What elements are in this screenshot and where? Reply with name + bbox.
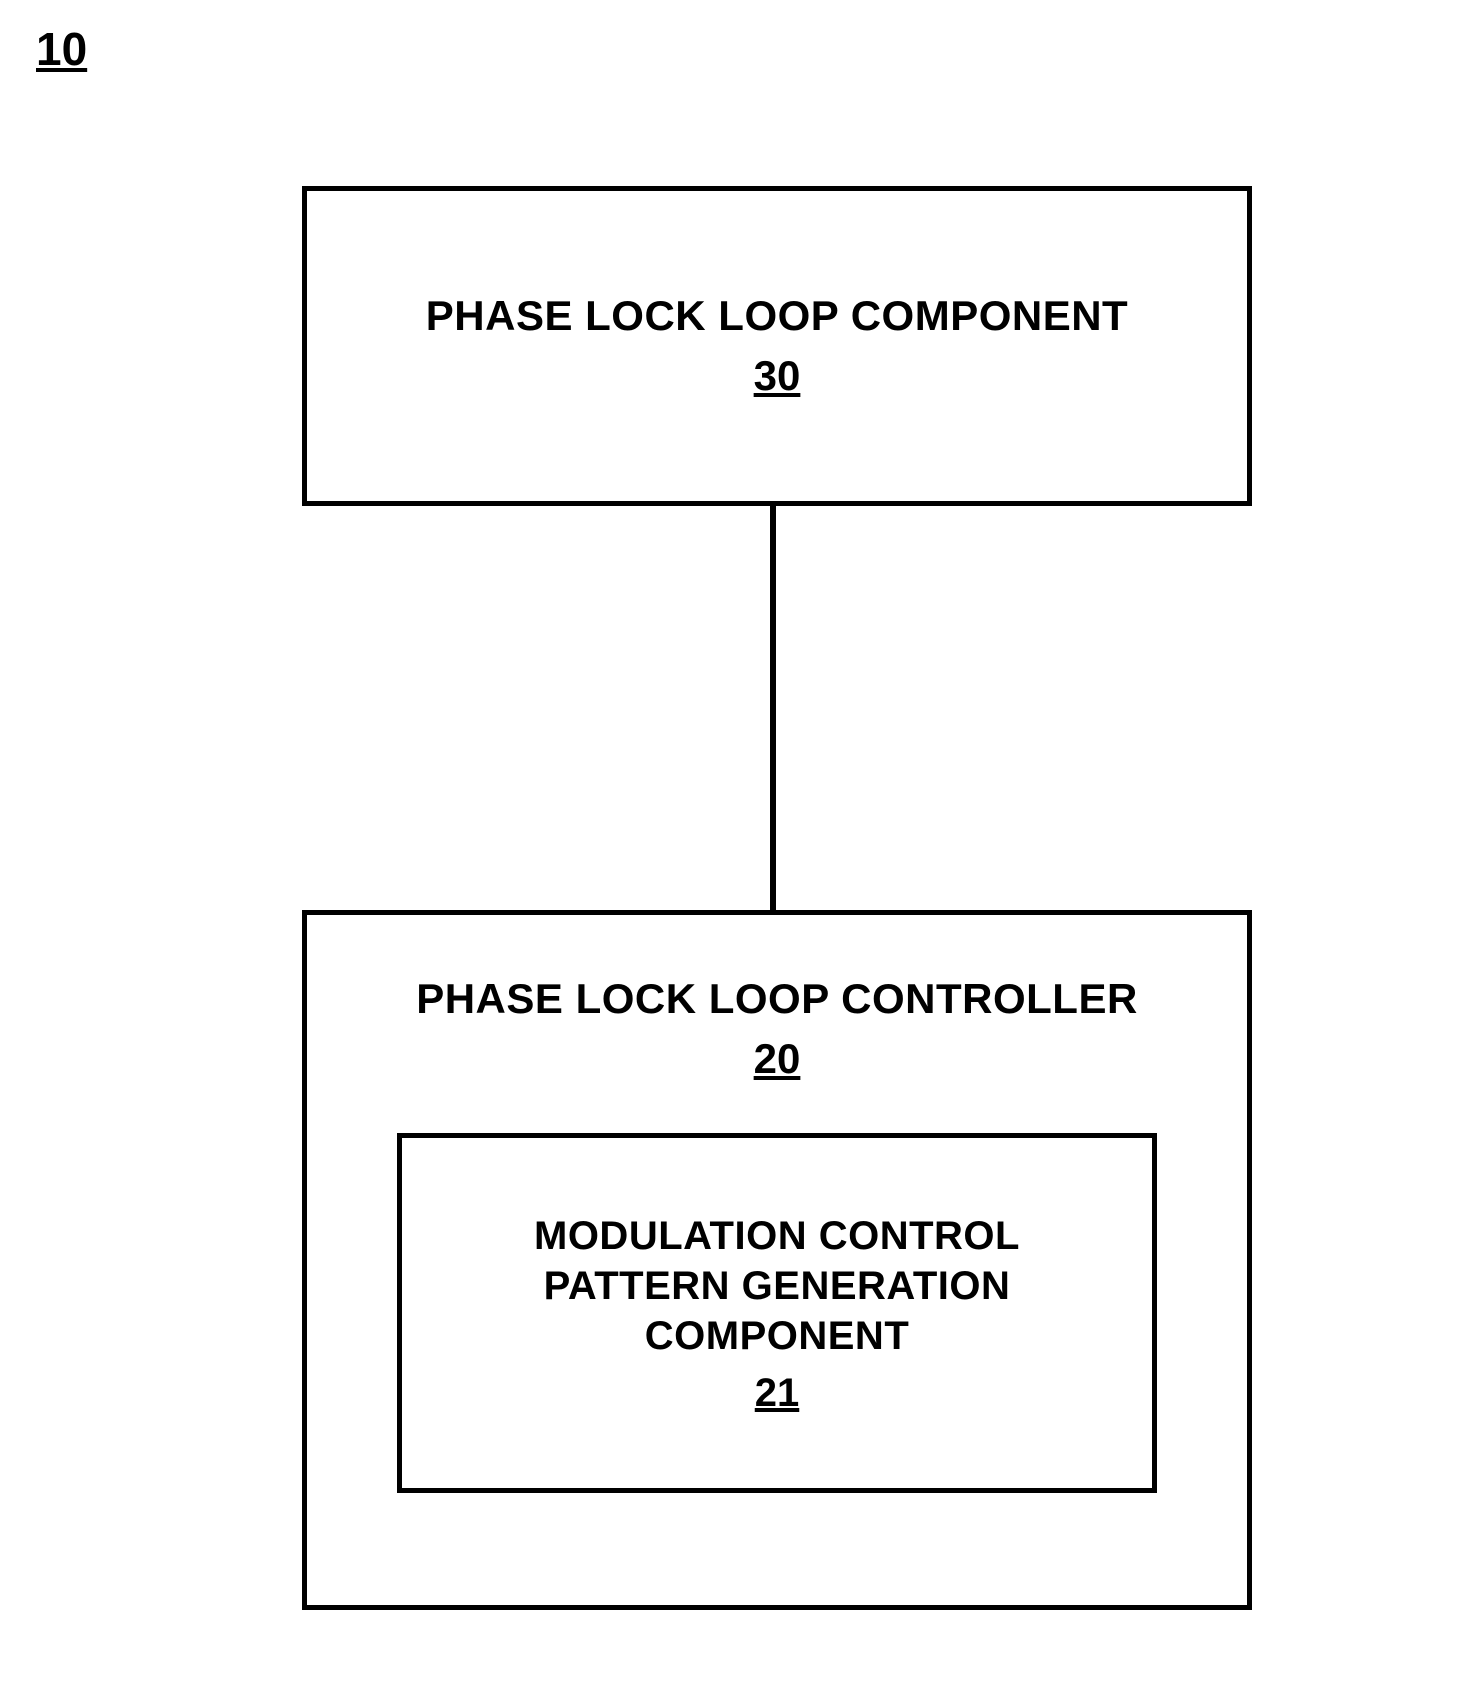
inner-block-title-line3: COMPONENT [645, 1311, 910, 1361]
bottom-block-number: 20 [754, 1035, 801, 1083]
phase-lock-loop-component-block: PHASE LOCK LOOP COMPONENT 30 [302, 186, 1252, 506]
inner-block-title-line1: MODULATION CONTROL [534, 1211, 1020, 1261]
connector-line [770, 506, 776, 910]
top-block-title: PHASE LOCK LOOP COMPONENT [426, 292, 1128, 340]
bottom-block-title: PHASE LOCK LOOP CONTROLLER [416, 975, 1138, 1023]
figure-number-label: 10 [36, 22, 87, 76]
inner-block-title-line2: PATTERN GENERATION [544, 1261, 1011, 1311]
inner-block-number: 21 [755, 1371, 800, 1416]
modulation-control-block: MODULATION CONTROL PATTERN GENERATION CO… [397, 1133, 1157, 1493]
phase-lock-loop-controller-block: PHASE LOCK LOOP CONTROLLER 20 MODULATION… [302, 910, 1252, 1610]
top-block-number: 30 [754, 352, 801, 400]
